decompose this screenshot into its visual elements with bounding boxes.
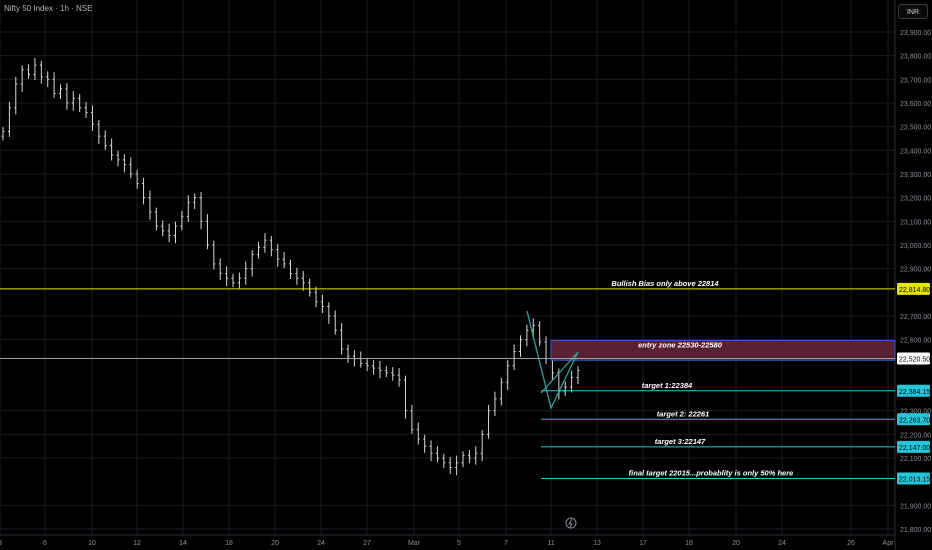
lightning-icon (568, 518, 573, 528)
wedge-pattern (526, 310, 579, 410)
y-tick-label: 22,900.00 (900, 267, 931, 274)
x-tick-label: 18 (225, 540, 233, 547)
x-tick-label: Mar (408, 540, 421, 547)
y-tick-label: 23,000.00 (900, 243, 931, 250)
price-badge-label: 22,147.00 (899, 445, 930, 452)
y-tick-label: 21,900.00 (900, 503, 931, 510)
entry-zone-label: entry zone 22530-22580 (638, 340, 723, 349)
y-tick-label: 23,700.00 (900, 77, 931, 84)
y-tick-label: 22,700.00 (900, 314, 931, 321)
price-badge-label: 22,384.15 (899, 389, 930, 396)
x-tick-label: 5 (457, 540, 461, 547)
y-tick-label: 23,400.00 (900, 148, 931, 155)
chart-title: Nifty 50 Index · 1h · NSE (4, 4, 93, 13)
lightning-icon (565, 517, 577, 529)
price-badge-label: 22,013.15 (899, 477, 930, 484)
entry-zone-box (550, 339, 896, 361)
x-tick-label: 11 (547, 540, 554, 547)
y-tick-label: 22,200.00 (900, 432, 931, 439)
target-label: target 2: 22261 (657, 409, 710, 418)
price-badge (897, 413, 930, 426)
x-tick-label: Apr (883, 540, 895, 547)
x-tick-label: 27 (363, 540, 371, 547)
price-badge (897, 352, 930, 365)
x-tick-label: 3 (0, 540, 2, 547)
y-tick-label: 23,500.00 (900, 125, 931, 132)
y-tick-label: 21,800.00 (900, 527, 931, 534)
price-badge (897, 440, 930, 453)
y-tick-label: 22,100.00 (900, 456, 931, 463)
price-badge-label: 22,814.80 (899, 287, 930, 294)
x-tick-label: 20 (271, 540, 279, 547)
y-tick-label: 23,300.00 (900, 172, 931, 179)
y-tick-label: 22,600.00 (900, 338, 931, 345)
price-badge-label: 22,520.50 (899, 356, 930, 363)
y-tick-label: 22,300.00 (900, 409, 931, 416)
y-tick-label: 23,900.00 (900, 30, 931, 37)
y-tick-label: 23,100.00 (900, 219, 931, 226)
y-tick-label: 23,200.00 (900, 196, 931, 203)
x-tick-label: 24 (317, 540, 325, 547)
x-tick-label: 13 (593, 540, 601, 547)
target-label: target 1:22384 (642, 381, 693, 390)
x-tick-label: 6 (43, 540, 47, 547)
x-tick-label: 24 (778, 540, 786, 547)
x-tick-label: 12 (133, 540, 141, 547)
x-tick-label: 20 (732, 540, 740, 547)
y-tick-label: 23,600.00 (900, 101, 931, 108)
x-tick-label: 14 (179, 540, 187, 547)
x-tick-label: 18 (685, 540, 693, 547)
price-badge (897, 282, 930, 295)
currency-button[interactable]: INR (898, 4, 928, 19)
x-tick-label: 10 (88, 540, 96, 547)
target-label: final target 22015...probablity is only … (629, 469, 794, 478)
price-badge-label: 22,263.70 (899, 417, 930, 424)
price-badge (897, 384, 930, 397)
y-tick-label: 23,800.00 (900, 54, 931, 61)
bias-label: Bullish Bias only above 22814 (611, 279, 719, 288)
x-tick-label: 7 (504, 540, 508, 547)
target-label: target 3:22147 (655, 437, 706, 446)
x-tick-label: 26 (847, 540, 855, 547)
price-badge (897, 472, 930, 485)
x-tick-label: 17 (639, 540, 647, 547)
